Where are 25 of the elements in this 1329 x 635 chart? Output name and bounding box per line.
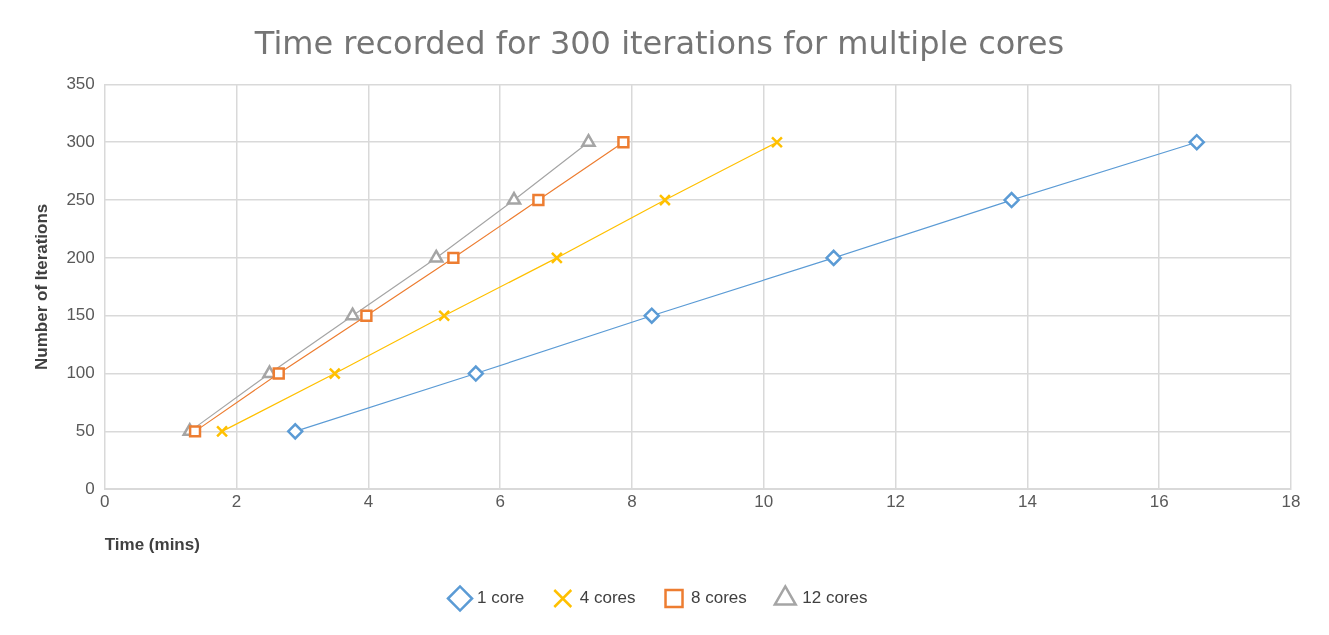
x-tick-label: 0: [100, 492, 110, 512]
x-tick-label: 10: [754, 492, 774, 512]
y-axis-title: Number of Iterations: [31, 203, 51, 370]
y-tick-label: 0: [85, 478, 95, 498]
legend-label: 1 core: [477, 588, 525, 608]
y-tick-label: 50: [75, 421, 95, 441]
y-tick-label: 200: [66, 247, 95, 267]
x-tick-label: 18: [1281, 492, 1301, 512]
x-tick-label: 14: [1017, 492, 1037, 512]
x-tick-label: 8: [627, 492, 637, 512]
y-tick-label: 350: [66, 74, 95, 94]
x-tick-label: 6: [495, 492, 505, 512]
x-tick-label: 4: [363, 492, 374, 512]
legend-label: 12 cores: [802, 588, 868, 608]
y-tick-label: 150: [66, 305, 95, 325]
x-tick-label: 2: [231, 492, 242, 512]
legend-label: 8 cores: [691, 588, 747, 608]
legend-label: 4 cores: [579, 588, 636, 608]
y-tick-label: 300: [66, 131, 95, 151]
x-axis-title: Time (mins): [104, 535, 200, 555]
x-tick-label: 16: [1149, 492, 1169, 512]
x-tick-label: 12: [886, 492, 906, 512]
y-tick-label: 100: [66, 363, 95, 383]
chart-title: Time recorded for 300 iterations for multiple cores: [253, 23, 1065, 62]
y-tick-label: 250: [66, 189, 95, 209]
